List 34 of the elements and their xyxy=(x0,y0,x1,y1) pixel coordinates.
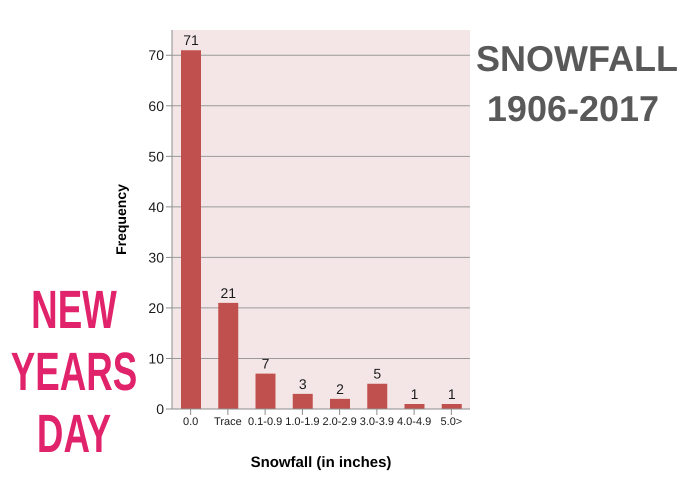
y-tick-label: 10 xyxy=(148,350,164,366)
x-tick-label: 4.0-4.9 xyxy=(397,416,432,428)
bar xyxy=(330,398,350,409)
data-label: 5 xyxy=(373,366,382,382)
bar xyxy=(256,374,276,409)
bar xyxy=(218,302,238,409)
x-tick-label: 3.0-3.9 xyxy=(360,416,394,428)
y-tick-label: 60 xyxy=(148,98,164,114)
text: NEW YEARS DAY xyxy=(10,278,138,464)
data-label: 1 xyxy=(448,386,456,402)
data-label: 1 xyxy=(410,386,419,402)
x-tick-label: 2.0-2.9 xyxy=(322,416,357,428)
y-tick-label: 50 xyxy=(148,148,164,164)
x-axis-title: Snowfall (in inches) xyxy=(250,454,392,471)
data-label: 3 xyxy=(298,376,307,392)
y-axis-title: Frequency xyxy=(113,184,129,255)
x-tick-label: 0.0 xyxy=(182,416,198,428)
data-label: 71 xyxy=(183,32,199,48)
y-tick-label: 30 xyxy=(148,249,164,266)
bar xyxy=(292,394,313,409)
x-tick-label: 1.0-1.9 xyxy=(285,416,320,428)
data-label: 2 xyxy=(336,380,344,397)
y-tick-label: 20 xyxy=(148,300,164,316)
x-tick-label: 0.1-0.9 xyxy=(248,416,282,428)
y-tick-label: 0 xyxy=(156,400,164,417)
data-label: 7 xyxy=(262,356,270,372)
bar xyxy=(181,50,201,409)
data-label: 21 xyxy=(220,284,236,301)
y-tick-label: 70 xyxy=(148,47,164,64)
x-tick-label: 5.0> xyxy=(440,416,462,428)
x-tick-label: Trace xyxy=(214,416,242,428)
text: SNOWFALL 1906-2017 xyxy=(476,37,678,131)
y-tick-label: 40 xyxy=(148,198,164,215)
bar xyxy=(367,384,388,409)
